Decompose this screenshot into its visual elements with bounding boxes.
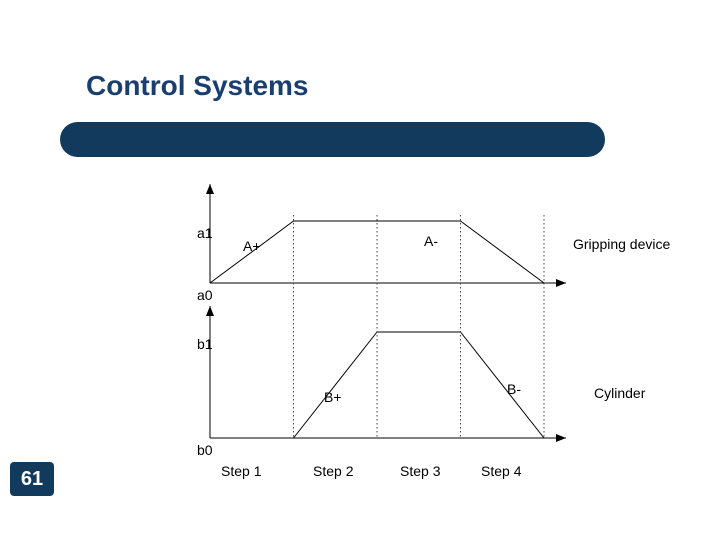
timing-diagram	[0, 0, 720, 540]
